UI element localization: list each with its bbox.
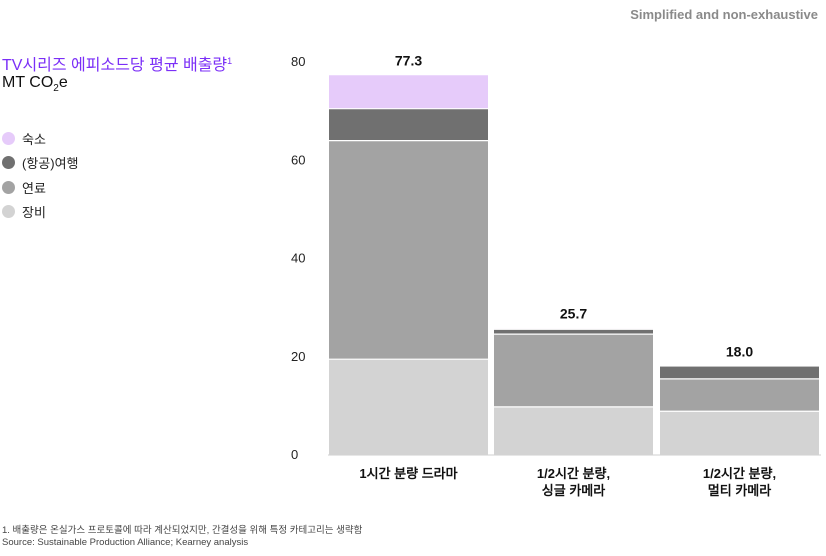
unit-suffix: e [58,74,68,91]
legend-label-fuel: 연료 [22,180,46,196]
y-tick-label: 80 [291,54,305,69]
legend-label-air-travel: (항공)여행 [22,156,79,172]
x-category-label-line: 멀티 카메라 [708,483,771,498]
bar-segment-accommodation [329,75,488,109]
bar-total-label: 25.7 [560,306,587,322]
unit-prefix: MT CO [2,74,54,91]
footnote-text: 1. 배출량은 온실가스 프로토콜에 따라 계산되었지만, 간결성을 위해 특정… [2,525,363,536]
bar-segment-air-travel [660,366,819,379]
bar-segment-equipment [494,406,653,455]
bar-total-label: 18.0 [726,344,753,360]
legend-item-accommodation: 숙소 [2,126,79,151]
footnotes: 1. 배출량은 온실가스 프로토콜에 따라 계산되었지만, 간결성을 위해 특정… [2,525,362,549]
x-category-label-line: 싱글 카메라 [542,483,605,498]
chart-title: TV시리즈 에피소드당 평균 배출량1 [2,51,232,75]
chart-title-text: TV시리즈 에피소드당 평균 배출량 [2,57,228,74]
bar-total-label: 77.3 [395,52,422,68]
unit-label: MT CO2e [2,74,68,94]
y-tick-label: 20 [291,349,305,364]
legend-item-equipment: 장비 [2,200,79,225]
bar-segment-fuel [494,334,653,407]
source-text: Source: Sustainable Production Alliance;… [2,537,249,548]
bar-segment-air-travel [494,329,653,335]
bar-segment-fuel [660,378,819,412]
bar-segment-equipment [329,359,488,455]
x-category-label: 1/2시간 분량, 멀티 카메라 [703,466,776,498]
x-category-label: 1시간 분량 드라마 [359,466,457,481]
x-category-label-line: 1/2시간 분량, [537,466,610,481]
legend-swatch-equipment [2,205,15,219]
y-tick-label: 0 [291,447,298,462]
bar-segment-equipment [660,411,819,455]
legend-label-equipment: 장비 [22,205,46,221]
y-tick-label: 60 [291,152,305,167]
x-category-label-line: 1/2시간 분량, [703,466,776,481]
tagline: Simplified and non-exhaustive [630,7,818,22]
y-tick-label: 40 [291,251,305,266]
legend-swatch-fuel [2,180,15,194]
legend-swatch-air-travel [2,156,15,170]
chart-title-footnote-mark: 1 [227,56,233,66]
x-category-label: 1/2시간 분량, 싱글 카메라 [537,466,610,498]
legend: 숙소 (항공)여행 연료 장비 [2,126,79,224]
legend-item-air-travel: (항공)여행 [2,151,79,176]
x-category-label-line: 1시간 분량 드라마 [359,466,457,481]
legend-item-fuel: 연료 [2,175,79,200]
unit-subscript: 2 [53,83,59,94]
bar-segment-air-travel [329,108,488,141]
legend-label-accommodation: 숙소 [22,131,46,147]
legend-swatch-accommodation [2,131,15,145]
bar-segment-fuel [329,140,488,360]
